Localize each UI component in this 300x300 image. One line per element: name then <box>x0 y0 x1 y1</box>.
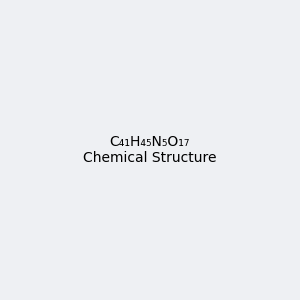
Text: C₄₁H₄₅N₅O₁₇
Chemical Structure: C₄₁H₄₅N₅O₁₇ Chemical Structure <box>83 135 217 165</box>
